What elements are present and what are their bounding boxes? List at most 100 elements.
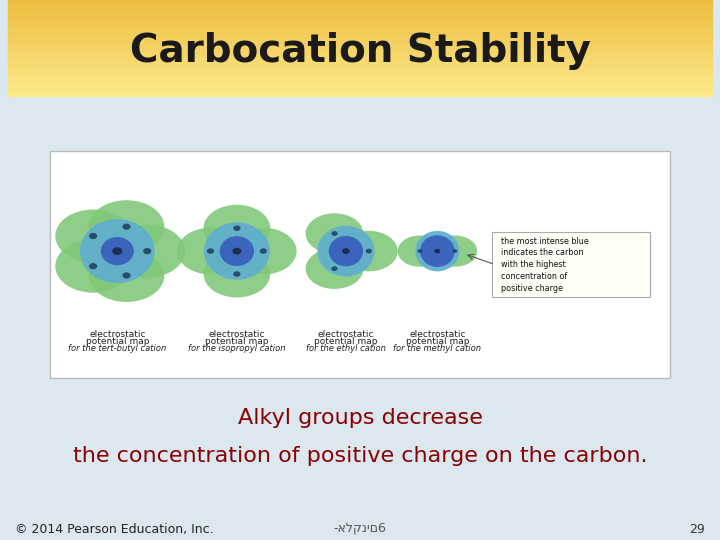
Circle shape [233,225,240,231]
Bar [8,58,712,59]
Circle shape [342,248,350,254]
Circle shape [89,233,97,239]
Ellipse shape [80,219,155,283]
Bar [8,53,712,55]
Circle shape [89,263,97,269]
Bar [8,36,712,37]
Bar [8,78,712,79]
Bar [8,70,712,71]
Bar [8,23,712,24]
Bar [8,69,712,70]
Text: 29: 29 [689,523,705,536]
Bar [8,87,712,88]
Text: potential map: potential map [314,337,378,346]
Bar [8,30,712,31]
Bar [8,31,712,32]
Bar [8,89,712,90]
Bar [8,61,712,62]
Circle shape [233,248,241,254]
Bar [8,2,712,3]
Text: electrostatic: electrostatic [89,330,145,339]
Bar [8,77,712,78]
Bar [8,1,712,2]
Bar [8,65,712,66]
Circle shape [122,272,130,279]
Bar [8,50,712,51]
Bar [8,24,712,25]
Bar [8,72,712,73]
Bar [8,0,712,1]
Bar [8,79,712,80]
Bar [8,18,712,19]
Bar [8,62,712,63]
Bar [8,22,712,23]
Text: potential map: potential map [405,337,469,346]
Bar [8,16,712,17]
Bar [8,14,712,15]
Bar [8,68,712,69]
Ellipse shape [204,205,270,252]
Bar [8,71,712,72]
Ellipse shape [204,222,270,280]
Ellipse shape [89,249,164,302]
Circle shape [434,249,441,253]
Circle shape [207,248,214,254]
FancyBboxPatch shape [492,232,650,297]
Bar [8,85,712,86]
Text: Carbocation Stability: Carbocation Stability [130,32,590,70]
Bar [8,45,712,46]
Bar [8,83,712,84]
Text: electrostatic: electrostatic [409,330,466,339]
Bar [8,56,712,57]
Bar [8,39,712,40]
Ellipse shape [55,240,131,293]
Ellipse shape [397,235,442,267]
Bar [8,90,712,91]
Ellipse shape [220,236,254,266]
Bar [8,15,712,16]
Ellipse shape [305,213,364,254]
Bar [8,91,712,92]
Bar [8,11,712,12]
Ellipse shape [55,210,131,262]
Bar [8,5,712,6]
Bar [8,7,712,8]
Bar [8,60,712,61]
Bar [8,88,712,89]
Circle shape [453,249,457,253]
Text: electrostatic: electrostatic [318,330,374,339]
Bar [8,94,712,96]
Bar [8,93,712,94]
Ellipse shape [204,251,270,298]
Text: for the methyl cation: for the methyl cation [393,344,482,353]
Text: the concentration of positive charge on the carbon.: the concentration of positive charge on … [73,446,647,467]
Ellipse shape [420,235,454,267]
Bar [8,51,712,52]
Bar [8,75,712,76]
Text: -אלקנים6: -אלקנים6 [333,523,387,536]
Bar [8,42,712,43]
Text: potential map: potential map [205,337,269,346]
Bar [8,57,712,58]
Bar [50,151,670,378]
Bar [8,73,712,75]
Ellipse shape [177,228,244,274]
Bar [8,32,712,33]
Text: for the tert-butyl cation: for the tert-butyl cation [68,344,166,353]
Bar [8,19,712,20]
Bar [8,26,712,27]
Bar [8,63,712,64]
Ellipse shape [318,226,374,276]
Bar [8,44,712,45]
Bar [8,3,712,4]
Bar [8,46,712,48]
Bar [8,43,712,44]
Ellipse shape [109,225,185,278]
Bar [8,4,712,5]
Circle shape [418,249,422,253]
Text: Alkyl groups decrease: Alkyl groups decrease [238,408,482,429]
Ellipse shape [89,200,164,253]
Bar [8,10,712,11]
Bar [8,84,712,85]
Bar [8,12,712,13]
